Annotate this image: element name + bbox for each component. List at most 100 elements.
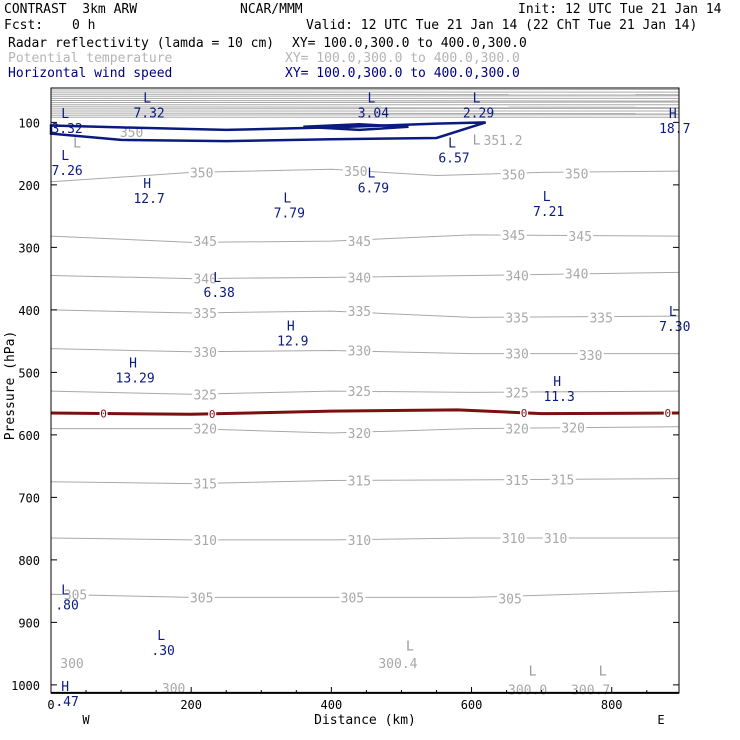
theta-label-bg [192,476,219,490]
theta-label: 300.7 [571,683,610,698]
theta-label: 350 [190,166,213,181]
extremum-letter: L [473,133,481,148]
theta-contour-320 [51,426,680,434]
theta-label-bg [342,164,369,178]
y-axis-label: Pressure (hPa) [3,331,18,441]
extremum-value: .80 [55,598,78,613]
x-tick-label: 400 [321,698,343,712]
theta-label-bg [346,234,373,248]
valid-time: Valid: 12 UTC Tue 21 Jan 14 (22 ChT Tue … [306,18,698,33]
theta-label: 330 [348,345,371,360]
y-tick-label: 600 [18,429,40,443]
theta-label: 350 [344,165,367,180]
extremum-letter: L [61,107,69,122]
theta-label-bg [497,591,524,605]
extremum-value: .30 [151,644,174,659]
theta-contour-315 [50,478,680,485]
theta-label: 315 [193,478,216,493]
theta-label-bg [192,234,219,248]
y-tick-label: 700 [18,491,40,505]
extremum-letter: L [448,136,456,151]
theta-label: 330 [505,348,528,363]
extremum-value: 6.38 [204,286,235,301]
theta-label-bg [192,344,219,358]
extremum-letter: L [143,91,151,106]
theta-label-bg [59,656,86,669]
theta-upper-contour [50,114,680,116]
extremum-value: 18.7 [659,122,690,137]
theta-label: 310 [348,534,371,549]
extremum-letter: L [473,91,481,106]
theta-contour-340 [50,271,680,280]
theta-label: 340 [505,270,528,285]
source-label: NCAR/MMM [240,2,303,17]
theta-label-bg [577,347,604,361]
extremum-value: 7.30 [659,320,690,335]
theta-label: 350 [565,168,588,183]
theta-label-bg [500,167,527,181]
zero-label-bg [663,407,672,420]
theta-label-bg [549,472,576,486]
zero-label-bg [99,407,108,420]
extremum-value: 3.04 [358,106,389,121]
extremum-letter: L [529,665,537,680]
theta-upper-contour [50,93,680,96]
extremum-value: 7.32 [133,106,164,121]
extremum-value: .47 [55,695,78,710]
legend-wind-xy: XY= 100.0,300.0 to 400.0,300.0 [285,66,520,81]
extremum-letter: L [61,149,69,164]
theta-contour-330 [50,348,679,355]
theta-upper-contour [50,106,680,108]
theta-label-bg [346,532,373,546]
theta-label-bg [62,587,89,601]
theta-label-bg [346,343,373,357]
extremum-value: 12.7 [133,192,164,207]
legend-theta-xy: XY= 100.0,300.0 to 400.0,300.0 [285,51,520,66]
theta-label: 320 [193,423,216,438]
legend-wind: Horizontal wind speed [8,66,173,81]
theta-label-bg [563,166,590,180]
extremum-letter: L [669,305,677,320]
extremum-value: 2.29 [463,106,494,121]
theta-label: 340 [348,271,371,286]
theta-label-bg [192,306,219,319]
theta-label: 320 [348,427,371,442]
theta-label: 345 [568,230,591,245]
east-label: E [657,713,664,727]
theta-label: 325 [505,386,528,401]
y-tick-label: 100 [18,116,40,130]
extremum-value: 7.79 [274,206,305,221]
zero-label: 0 [521,407,528,420]
theta-upper-contour [50,107,680,110]
y-tick-label: 1000 [11,679,40,693]
y-tick-label: 400 [18,304,40,318]
extremum-letter: L [283,191,291,206]
theta-upper-contour [50,112,680,115]
x-tick-label: 200 [180,698,202,712]
theta-label-bg [482,132,525,146]
y-tick-label: 200 [18,179,40,193]
model-title: CONTRAST 3km ARW [4,2,138,17]
x-axis-label: Distance (km) [314,713,416,728]
theta-label-bg [192,387,219,401]
extremum-letter: L [73,136,81,151]
theta-label-bg [192,421,219,435]
theta-contour-325 [50,390,680,395]
theta-label: 335 [193,307,216,322]
theta-label-bg [500,531,527,544]
theta-label-bg [339,590,366,604]
zero-label: 0 [664,407,671,420]
theta-label: 335 [505,311,528,326]
zero-contour [50,408,680,416]
theta-label-bg [346,304,373,318]
theta-label-bg [500,227,527,241]
theta-contour-310 [50,537,679,541]
extremum-value: 6.57 [438,151,469,166]
theta-label: 335 [348,305,371,320]
forecast-value: 0 h [72,18,96,33]
theta-label: 315 [505,474,528,489]
theta-label: 345 [348,235,371,250]
extremum-value: 7.26 [51,164,82,179]
theta-label: 300.4 [378,657,417,672]
theta-upper-contour [50,89,680,91]
